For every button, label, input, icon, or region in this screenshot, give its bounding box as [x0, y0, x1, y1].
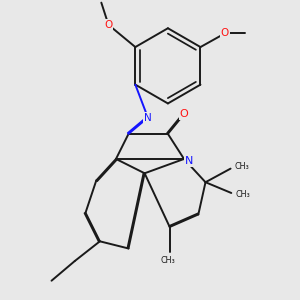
Text: CH₃: CH₃	[236, 190, 250, 199]
Text: O: O	[104, 20, 112, 30]
Text: O: O	[221, 28, 229, 38]
Text: O: O	[180, 109, 188, 119]
Text: N: N	[144, 112, 152, 123]
Text: CH₃: CH₃	[235, 162, 250, 171]
Text: CH₃: CH₃	[160, 256, 175, 266]
Text: N: N	[185, 156, 194, 166]
